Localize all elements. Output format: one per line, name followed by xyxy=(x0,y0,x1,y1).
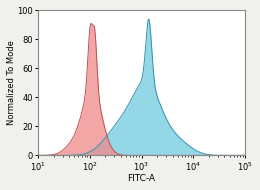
Y-axis label: Normalized To Mode: Normalized To Mode xyxy=(7,40,16,125)
X-axis label: FITC-A: FITC-A xyxy=(127,174,155,183)
